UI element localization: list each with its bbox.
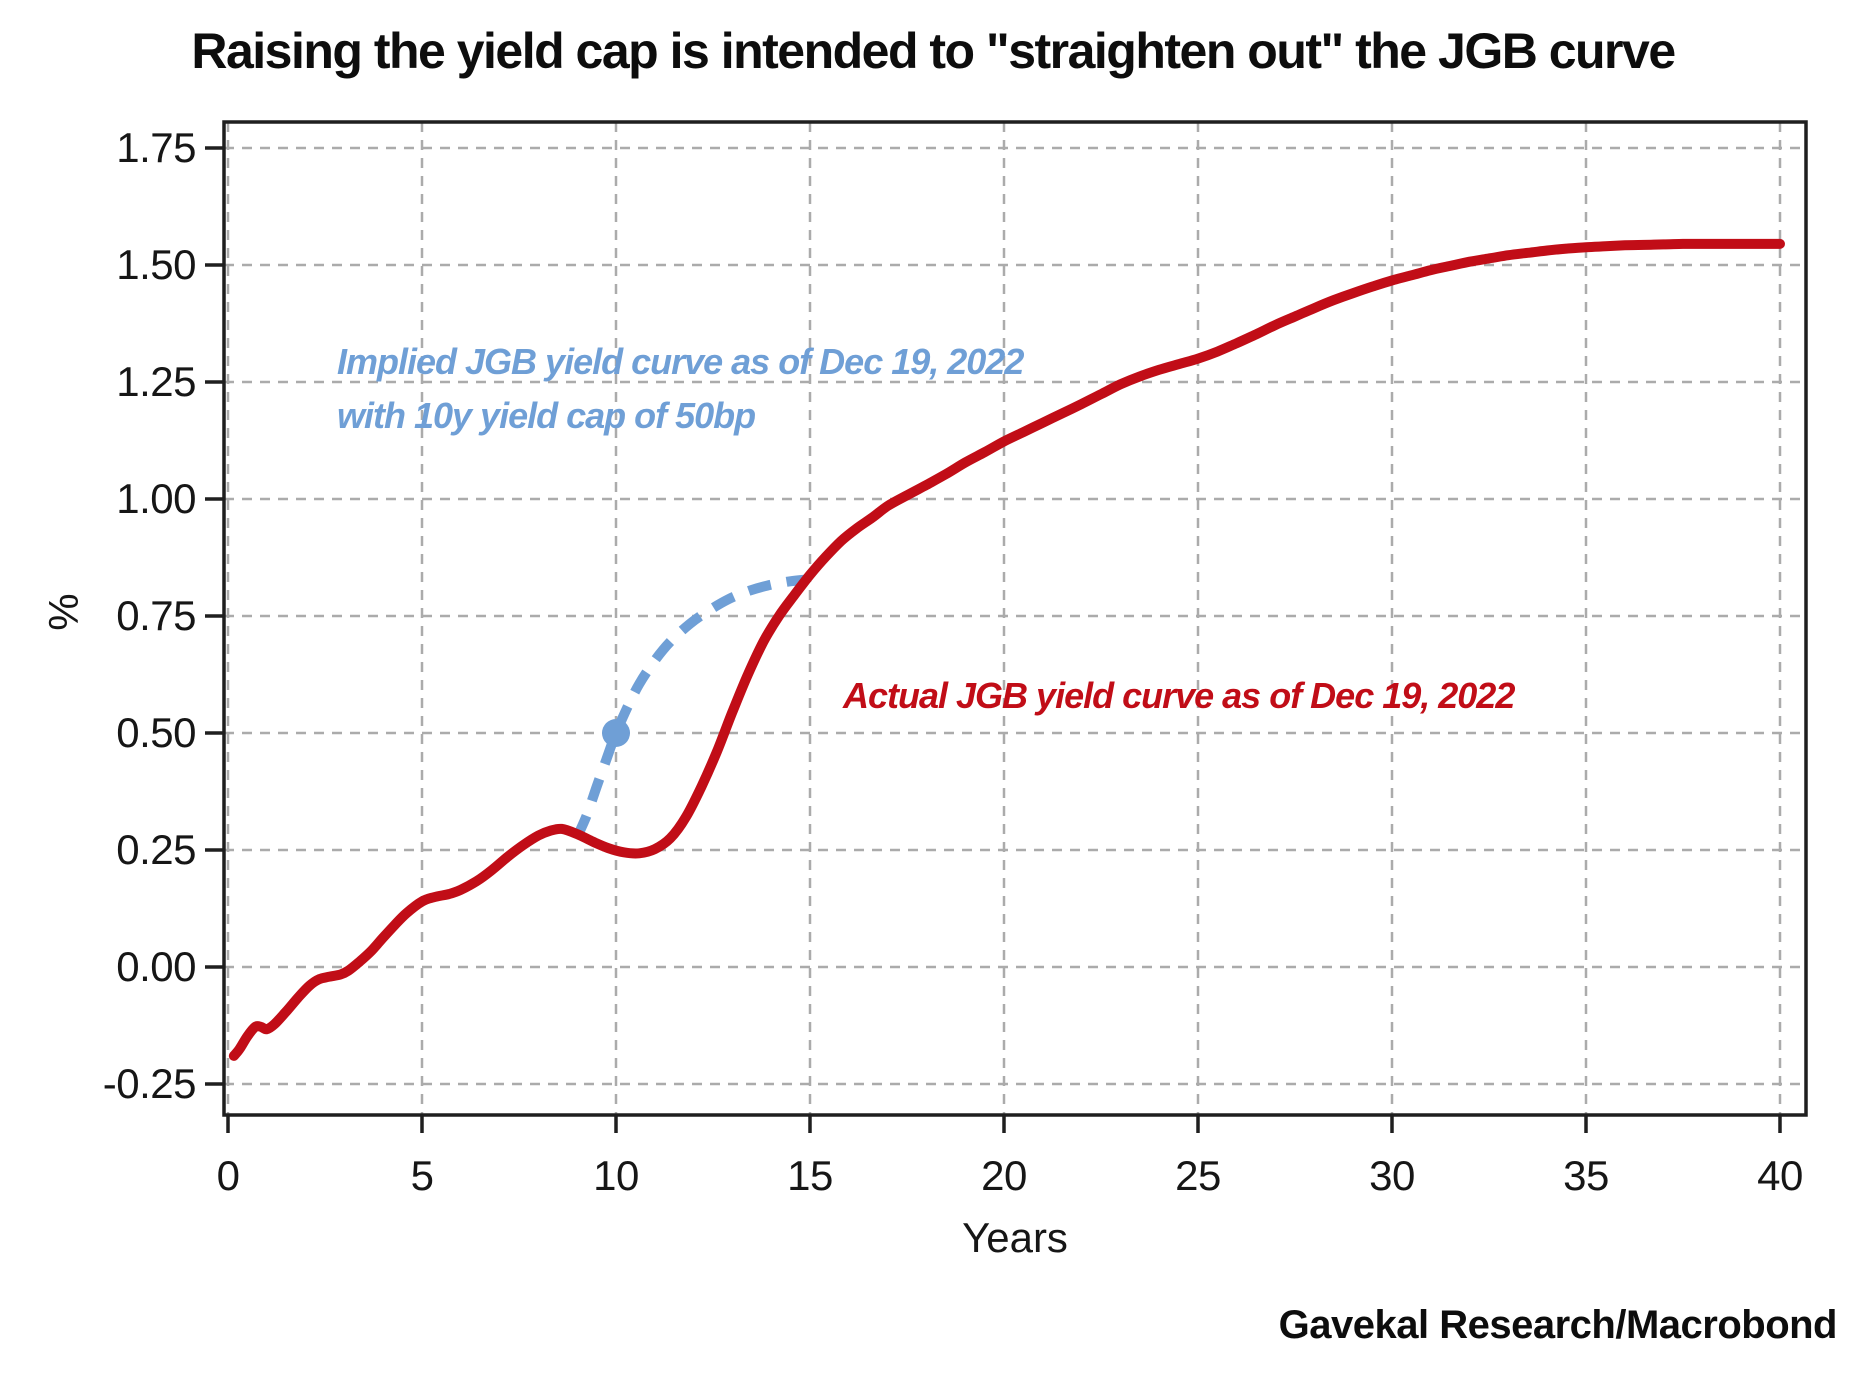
implied-annotation-line1: Implied JGB yield curve as of Dec 19, 20… — [337, 341, 1024, 382]
x-tick-label-20: 20 — [981, 1152, 1027, 1199]
actual-curve-annotation: Actual JGB yield curve as of Dec 19, 202… — [843, 675, 1515, 716]
x-tick-label-0: 0 — [217, 1152, 240, 1199]
x-tick-label-5: 5 — [411, 1152, 434, 1199]
x-tick-label-35: 35 — [1563, 1152, 1609, 1199]
y-tick-label-0: 0.00 — [116, 943, 196, 990]
chart-title: Raising the yield cap is intended to "st… — [191, 23, 1676, 79]
y-tick-label-0.5: 0.50 — [116, 709, 196, 756]
y-tick-label-1.75: 1.75 — [116, 124, 196, 171]
attribution: Gavekal Research/Macrobond — [1278, 1303, 1838, 1347]
implied-curve — [572, 574, 807, 839]
x-tick-label-40: 40 — [1757, 1152, 1803, 1199]
y-tick-label-1.5: 1.50 — [116, 241, 196, 288]
yield-cap-marker — [602, 719, 630, 747]
x-axis-label: Years — [962, 1214, 1068, 1261]
x-tick-label-15: 15 — [787, 1152, 833, 1199]
y-tick-label--0.25: -0.25 — [103, 1060, 196, 1107]
implied-annotation-line2: with 10y yield cap of 50bp — [337, 395, 756, 436]
plot-border — [222, 120, 1808, 1117]
x-tick-label-10: 10 — [593, 1152, 639, 1199]
implied-curve-annotation: Implied JGB yield curve as of Dec 19, 20… — [337, 335, 1024, 443]
y-tick-label-0.25: 0.25 — [116, 826, 196, 873]
actual-curve — [228, 238, 1785, 1061]
y-tick-label-0.75: 0.75 — [116, 592, 196, 639]
y-tick-label-1.25: 1.25 — [116, 358, 196, 405]
x-tick-label-30: 30 — [1369, 1152, 1415, 1199]
y-tick-label-1: 1.00 — [116, 475, 196, 522]
x-tick-label-25: 25 — [1175, 1152, 1221, 1199]
y-axis-label: % — [40, 593, 87, 631]
